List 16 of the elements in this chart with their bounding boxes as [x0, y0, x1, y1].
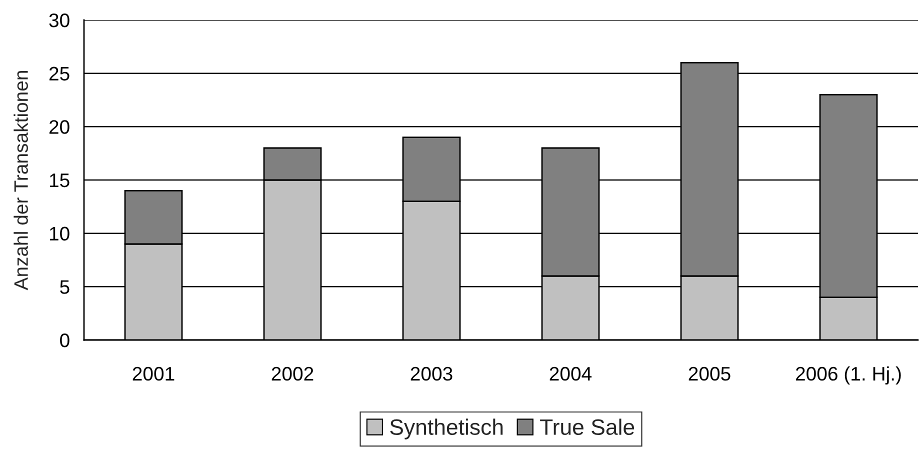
- x-tick-label: 2002: [272, 366, 314, 381]
- x-tick-label: 2001: [132, 366, 174, 381]
- x-tick-label: 2003: [410, 366, 452, 381]
- y-axis-title: Anzahl der Transaktionen: [14, 71, 28, 290]
- y-tick-label: 20: [49, 120, 70, 134]
- y-tick-label: 10: [50, 226, 70, 241]
- x-tick-label: 2005: [688, 366, 730, 381]
- y-tick-label: 5: [60, 280, 70, 294]
- x-tick-label: 2004: [550, 366, 592, 381]
- y-tick-label: 30: [49, 13, 70, 28]
- legend-label: True Sale: [540, 418, 634, 435]
- x-tick-label: 2006 (1. Hj.): [796, 366, 901, 385]
- legend-label: Synthetisch: [390, 418, 503, 440]
- y-tick-label: 0: [60, 333, 70, 348]
- y-tick-label: 25: [49, 66, 70, 81]
- y-tick-label: 15: [50, 174, 70, 188]
